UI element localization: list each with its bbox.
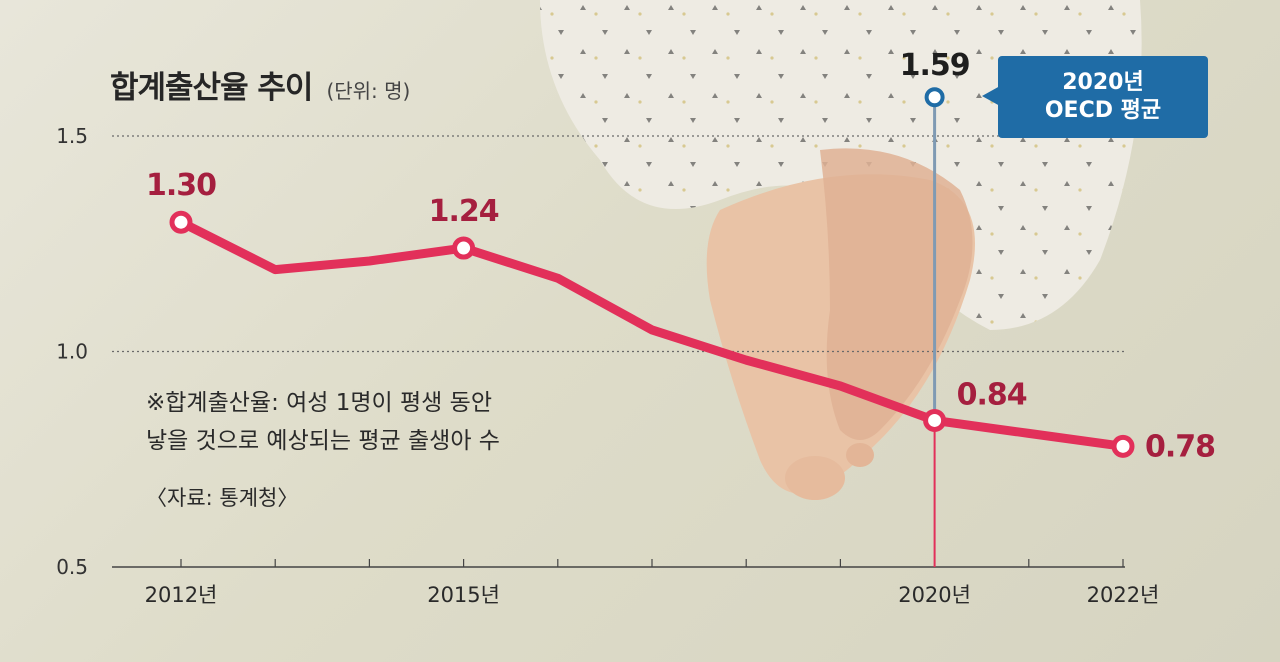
definition-note-line1: ※합계출산율: 여성 1명이 평생 동안 xyxy=(146,390,492,416)
series-line xyxy=(176,217,1128,451)
x-tick-label: 2012년 xyxy=(145,583,218,607)
unit-label: (단위: 명) xyxy=(326,79,411,103)
data-point-marker xyxy=(1111,434,1135,458)
definition-note: ※합계출산율: 여성 1명이 평생 동안 낳을 것으로 예상되는 평균 출생아 … xyxy=(146,384,500,460)
oecd-callout-box: 2020년 OECD 평균 xyxy=(998,56,1208,138)
x-tick-label: 2015년 xyxy=(427,583,500,607)
data-label: 1.24 xyxy=(429,194,499,229)
definition-note-line2: 낳을 것으로 예상되는 평균 출생아 수 xyxy=(146,428,500,454)
data-label: 0.78 xyxy=(1145,429,1215,464)
data-point-marker xyxy=(923,408,947,432)
chart-header: 합계출산율 추이 (단위: 명) xyxy=(110,62,410,107)
y-tick-label: 1.5 xyxy=(56,124,88,148)
data-point-marker xyxy=(452,236,476,260)
x-tick-label: 2020년 xyxy=(898,583,971,607)
data-label: 0.84 xyxy=(957,377,1027,412)
data-point-marker xyxy=(169,210,193,234)
oecd-callout-line2: OECD 평균 xyxy=(1044,98,1162,123)
oecd-value-label: 1.59 xyxy=(900,48,970,83)
oecd-callout-line1: 2020년 xyxy=(1062,70,1144,95)
x-tick-label: 2022년 xyxy=(1087,583,1160,607)
oecd-marker xyxy=(924,87,945,108)
source-note: 〈자료: 통계청〉 xyxy=(146,486,299,510)
y-tick-label: 0.5 xyxy=(56,555,88,579)
data-label: 1.30 xyxy=(146,168,216,203)
y-tick-label: 1.0 xyxy=(56,340,88,364)
chart-title: 합계출산율 추이 xyxy=(110,70,313,106)
oecd-callout-pointer xyxy=(982,86,1000,106)
